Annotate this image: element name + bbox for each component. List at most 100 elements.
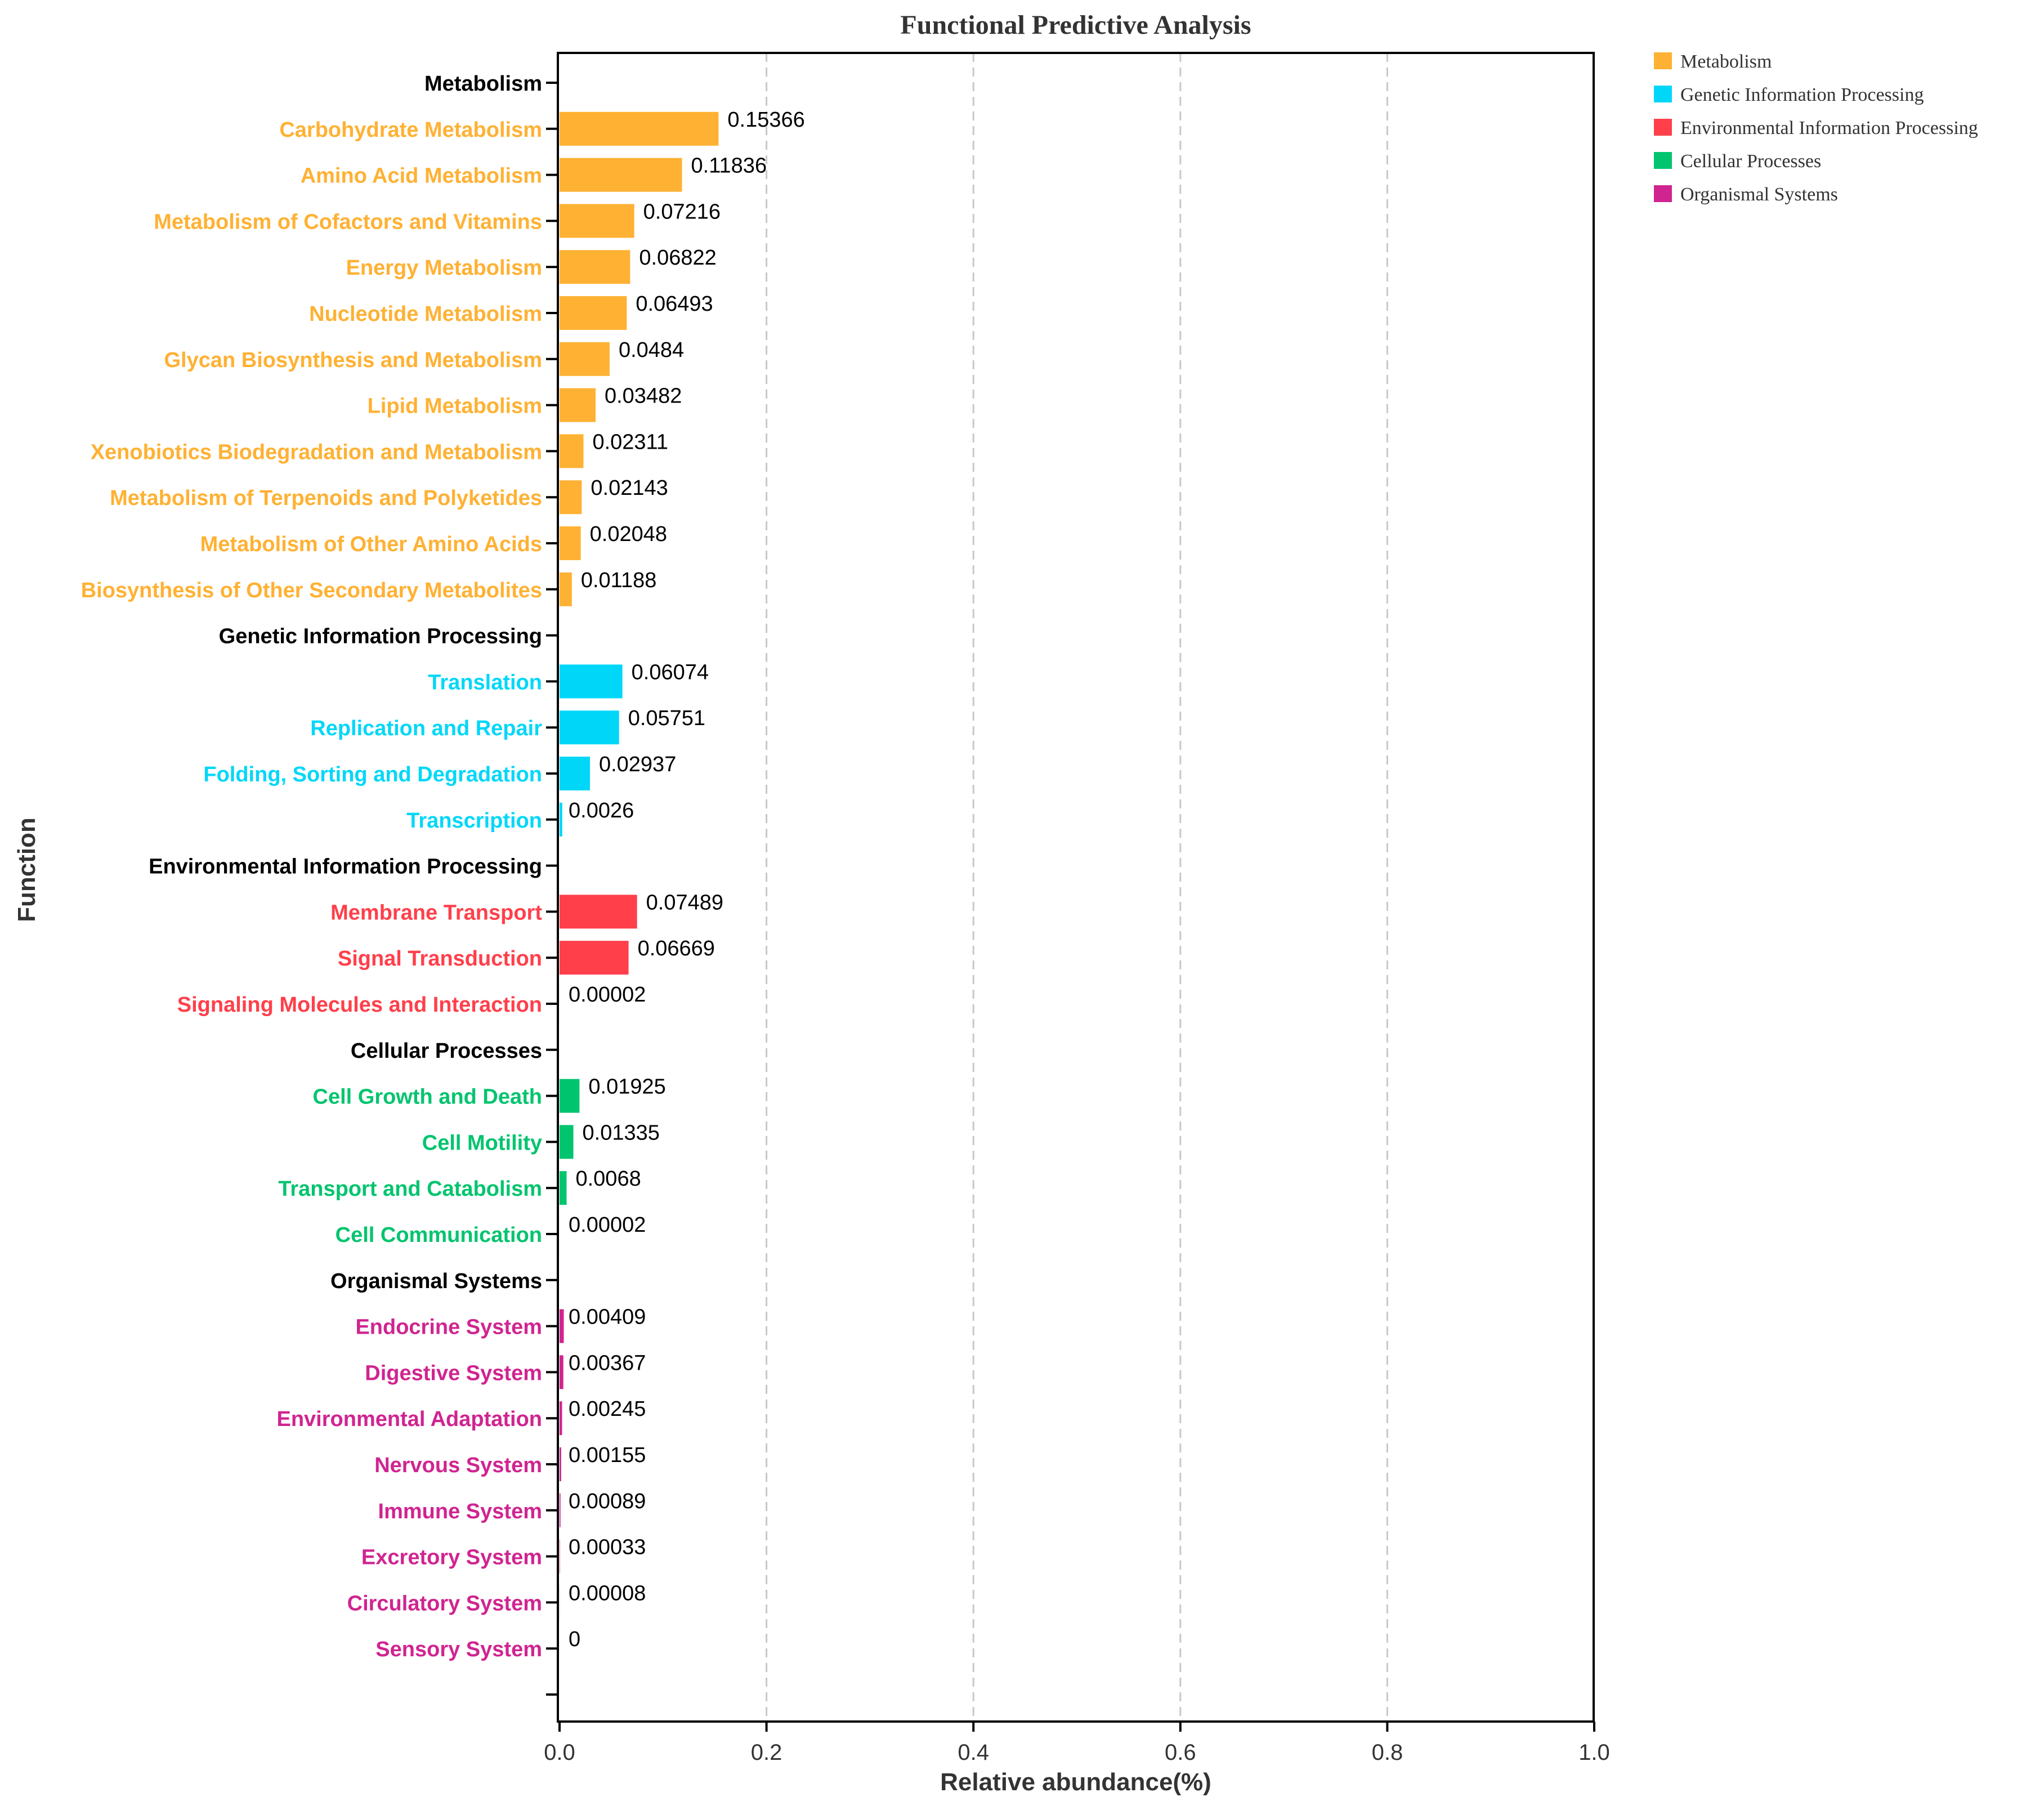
category-label: Translation: [428, 670, 542, 694]
x-tick-label: 0.4: [958, 1740, 989, 1765]
bar-value-label: 0.06074: [632, 660, 709, 684]
legend-label: Environmental Information Processing: [1680, 118, 1978, 138]
bar: [560, 941, 629, 974]
bar-value-label: 0.02311: [592, 430, 668, 454]
bar-value-label: 0.07216: [643, 200, 721, 223]
bar: [560, 1355, 563, 1389]
category-label: Metabolism of Other Amino Acids: [200, 533, 542, 556]
bar: [560, 1171, 566, 1205]
bar-value-label: 0.05751: [628, 707, 705, 730]
x-tick-label: 0.8: [1372, 1740, 1403, 1765]
category-label: Folding, Sorting and Degradation: [203, 763, 542, 786]
bar-value-label: 0.00008: [569, 1581, 646, 1605]
x-tick-label: 0.0: [544, 1740, 575, 1765]
legend-swatch: [1654, 185, 1672, 202]
bar: [560, 480, 582, 514]
bar: [560, 1079, 579, 1113]
bar-value-label: 0.15366: [727, 108, 804, 132]
group-header-label: Organismal Systems: [330, 1269, 542, 1293]
bar-value-label: 0.03482: [605, 385, 682, 408]
group-header-label: Metabolism: [424, 72, 542, 96]
x-tick-label: 0.6: [1165, 1740, 1196, 1765]
legend-label: Metabolism: [1680, 51, 1772, 72]
bars-layer: 0.15366 0.11836 0.07216 0.06822 0.06493 0.048…: [560, 108, 805, 1651]
category-label: Biosynthesis of Other Secondary Metaboli…: [81, 579, 542, 602]
legend-swatch: [1654, 119, 1672, 136]
bar-value-label: 0.06669: [638, 937, 715, 960]
bar: [560, 1125, 574, 1159]
bar: [560, 342, 610, 376]
category-label: Replication and Repair: [310, 717, 542, 740]
grid-lines: [767, 53, 1388, 1722]
bar-value-label: 0.00367: [569, 1351, 646, 1375]
bar: [560, 388, 596, 422]
bar: [560, 803, 562, 837]
category-label: Digestive System: [365, 1361, 542, 1385]
bar-value-label: 0.06822: [639, 246, 716, 270]
bar-value-label: 0.00002: [569, 983, 646, 1007]
bar: [560, 204, 634, 238]
y-axis-label: Function: [13, 817, 41, 922]
category-label: Transcription: [406, 809, 542, 833]
x-tick-label: 0.2: [751, 1740, 782, 1765]
bar: [560, 1401, 562, 1435]
bar-value-label: 0.00089: [569, 1490, 646, 1513]
group-header-label: Genetic Information Processing: [219, 625, 542, 649]
legend-label: Organismal Systems: [1680, 184, 1838, 205]
category-label: Amino Acid Metabolism: [301, 164, 542, 188]
bar-value-label: 0.0026: [569, 799, 634, 822]
bar: [560, 664, 623, 698]
legend-swatch: [1654, 86, 1672, 102]
group-header-label: Environmental Information Processing: [149, 855, 542, 879]
bar: [560, 112, 718, 146]
bar-value-label: 0.01925: [588, 1075, 665, 1099]
legend-label: Genetic Information Processing: [1680, 84, 1924, 105]
bar: [560, 1447, 561, 1481]
category-label: Metabolism of Cofactors and Vitamins: [154, 210, 542, 234]
bar: [560, 296, 627, 330]
x-axis-ticks: 0.0 0.2 0.4 0.6 0.8 1.0: [544, 1722, 1610, 1765]
category-label: Nucleotide Metabolism: [309, 302, 542, 326]
bar-value-label: 0: [569, 1628, 580, 1651]
category-label: Nervous System: [374, 1454, 542, 1477]
bar: [560, 710, 619, 744]
category-label: Circulatory System: [347, 1592, 542, 1615]
category-label: Xenobiotics Biodegradation and Metabolis…: [91, 440, 542, 464]
bar: [560, 250, 630, 284]
x-tick-label: 1.0: [1578, 1740, 1610, 1765]
category-label: Glycan Biosynthesis and Metabolism: [164, 348, 542, 372]
plot-frame: [558, 53, 1594, 1722]
bar-value-label: 0.02937: [599, 753, 676, 776]
category-label: Endocrine System: [355, 1316, 542, 1339]
category-label: Signaling Molecules and Interaction: [177, 993, 542, 1017]
legend-swatch: [1654, 152, 1672, 169]
bar-value-label: 0.01188: [581, 569, 657, 592]
legend-swatch: [1654, 52, 1672, 69]
bar: [560, 573, 572, 606]
chart-title: Functional Predictive Analysis: [900, 10, 1251, 40]
bar-value-label: 0.0484: [619, 338, 684, 362]
bar-value-label: 0.02143: [591, 476, 668, 500]
bar-value-label: 0.07489: [646, 891, 723, 914]
bar-value-label: 0.00155: [569, 1443, 646, 1467]
category-label: Sensory System: [375, 1638, 542, 1661]
bar-value-label: 0.06493: [636, 292, 713, 316]
bar-value-label: 0.11836: [691, 154, 767, 178]
bar: [560, 434, 583, 468]
bar: [560, 757, 590, 790]
bar-value-label: 0.00409: [569, 1306, 646, 1329]
bar: [560, 895, 637, 928]
category-label: Cell Communication: [336, 1223, 542, 1247]
category-label: Lipid Metabolism: [368, 395, 542, 418]
category-label: Excretory System: [361, 1546, 542, 1570]
category-label: Immune System: [378, 1500, 542, 1523]
bar-value-label: 0.00002: [569, 1213, 646, 1237]
bar: [560, 1309, 564, 1343]
bar-value-label: 0.00245: [569, 1397, 646, 1421]
category-label: Energy Metabolism: [346, 256, 542, 280]
bar: [560, 158, 682, 192]
category-label: Membrane Transport: [330, 901, 542, 924]
category-label: Signal Transduction: [338, 947, 542, 971]
